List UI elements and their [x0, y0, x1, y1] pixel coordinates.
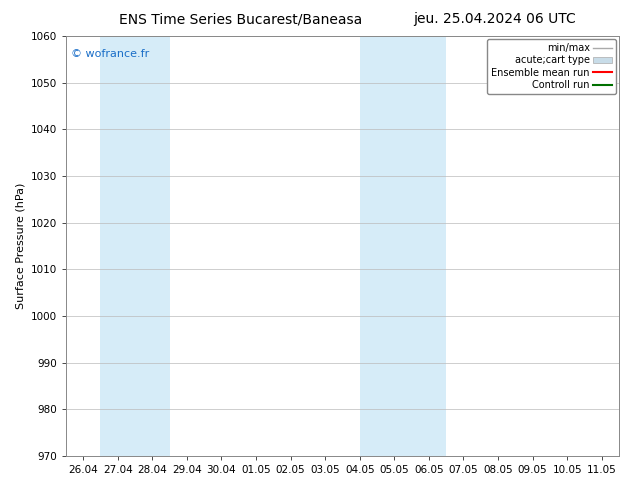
- Legend: min/max, acute;cart type, Ensemble mean run, Controll run: min/max, acute;cart type, Ensemble mean …: [488, 39, 616, 94]
- Text: © wofrance.fr: © wofrance.fr: [72, 49, 150, 59]
- Text: jeu. 25.04.2024 06 UTC: jeu. 25.04.2024 06 UTC: [413, 12, 576, 26]
- Text: ENS Time Series Bucarest/Baneasa: ENS Time Series Bucarest/Baneasa: [119, 12, 363, 26]
- Bar: [100, 36, 169, 456]
- Y-axis label: Surface Pressure (hPa): Surface Pressure (hPa): [15, 183, 25, 309]
- Bar: [359, 36, 446, 456]
